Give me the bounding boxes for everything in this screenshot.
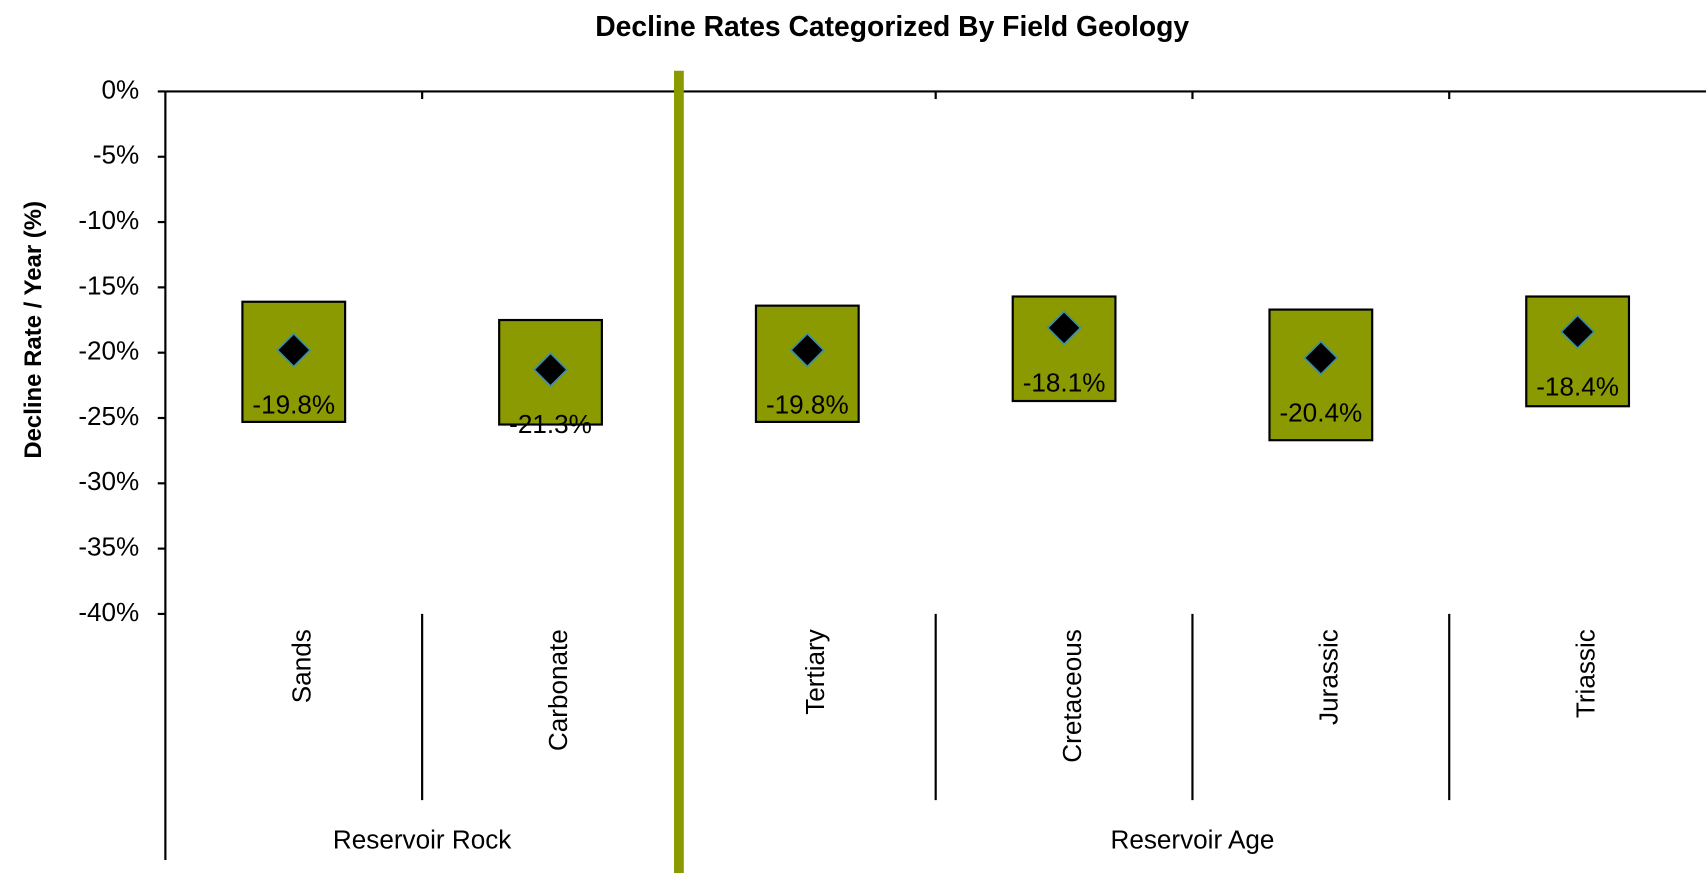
y-tick-label: -40% bbox=[78, 597, 139, 627]
y-tick-label: -30% bbox=[78, 466, 139, 496]
group-label: Reservoir Age bbox=[1110, 824, 1274, 854]
value-label: -19.8% bbox=[766, 390, 849, 420]
y-tick-label: -5% bbox=[93, 140, 139, 170]
x-tick-label: Cretaceous bbox=[1057, 629, 1087, 763]
x-tick-label: Jurassic bbox=[1314, 629, 1344, 725]
y-axis-label: Decline Rate / Year (%) bbox=[20, 201, 47, 459]
y-tick-label: 0% bbox=[102, 74, 140, 104]
y-tick-label: -15% bbox=[78, 270, 139, 300]
x-tick-label: Triassic bbox=[1570, 629, 1600, 718]
value-marker bbox=[533, 352, 569, 388]
value-label: -18.1% bbox=[1023, 367, 1106, 397]
y-tick-label: -10% bbox=[78, 205, 139, 235]
value-marker bbox=[1046, 310, 1082, 346]
value-label: -20.4% bbox=[1279, 397, 1362, 427]
x-tick-label: Carbonate bbox=[543, 629, 573, 751]
value-marker bbox=[789, 332, 825, 368]
value-marker bbox=[1303, 340, 1339, 376]
value-marker bbox=[276, 332, 312, 368]
value-label: -19.8% bbox=[252, 390, 335, 420]
y-tick-label: -35% bbox=[78, 532, 139, 562]
value-label: -18.4% bbox=[1536, 371, 1619, 401]
y-tick-label: -20% bbox=[78, 336, 139, 366]
value-label: -21.3% bbox=[509, 409, 592, 439]
value-marker bbox=[1560, 314, 1596, 350]
y-tick-label: -25% bbox=[78, 401, 139, 431]
x-tick-label: Tertiary bbox=[800, 629, 830, 715]
chart-title: Decline Rates Categorized By Field Geolo… bbox=[595, 10, 1189, 42]
group-label: Reservoir Rock bbox=[333, 824, 512, 854]
x-tick-label: Sands bbox=[286, 629, 316, 703]
